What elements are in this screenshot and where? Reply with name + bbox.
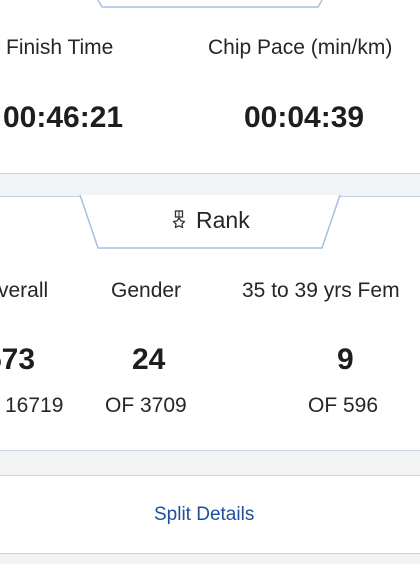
gender-rank-value: 24 [132, 343, 166, 376]
chip-pace-value: 00:04:39 [244, 101, 365, 134]
split-details-link[interactable]: Split Details [154, 504, 255, 525]
medal-icon [172, 209, 186, 232]
top-tab-shape [97, 0, 323, 8]
rank-tab-shape [79, 194, 341, 249]
rank-title: Rank [196, 207, 250, 233]
section-divider [0, 173, 420, 197]
section-divider [0, 553, 420, 564]
age-group-rank-total: OF 596 [308, 394, 379, 417]
chip-pace-label: Chip Pace (min/km) [208, 36, 393, 59]
gender-rank-total: OF 3709 [105, 394, 187, 417]
gender-label: Gender [111, 279, 182, 302]
age-group-label: 35 to 39 yrs Fem [242, 279, 400, 302]
section-divider [0, 450, 420, 476]
rank-header: Rank [172, 207, 250, 234]
finish-time-label: Finish Time [6, 36, 114, 59]
overall-label: verall [0, 279, 49, 302]
age-group-rank-value: 9 [337, 343, 354, 376]
finish-time-value: 00:46:21 [3, 101, 124, 134]
overall-rank-value: 573 [0, 343, 36, 376]
overall-rank-total: 16719 [5, 394, 64, 417]
